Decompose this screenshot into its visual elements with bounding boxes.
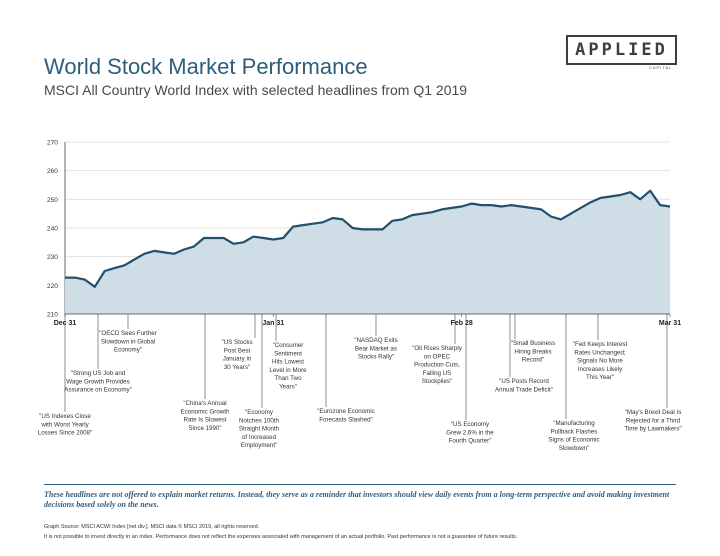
x-tick-label: Jan 31 — [262, 320, 284, 327]
annotation-text: "US Stocks Post Best January in 30 Years" — [221, 339, 252, 371]
x-tick-label: Mar 31 — [659, 320, 681, 327]
annotation-text: "Consumer Sentiment Hits Lowest Level in Mo… — [269, 342, 307, 391]
y-tick-label: 240 — [47, 226, 58, 233]
annotation-text: "Eurozone Economic Forecasts Slashed" — [317, 408, 375, 423]
source-line: Graph Source: MSCI ACWI Index [net div.]… — [44, 524, 260, 530]
annotation-text: "China's Annual Economic Growth Rate Is Sl… — [181, 400, 230, 432]
source-notes: Graph Source: MSCI ACWI Index [net div.]… — [44, 522, 684, 542]
divider — [44, 484, 676, 485]
y-tick-label: 250 — [47, 197, 58, 204]
annotation-text: "NASDAQ Exits Bear Market as Stocks Rally" — [354, 337, 397, 361]
series-area — [65, 190, 670, 314]
annotation-text: "Economy Notches 100th Straight Month of In… — [239, 409, 280, 449]
annotation-text: "Fed Keeps Interest Rates Unchanged; Signa… — [573, 341, 628, 381]
performance-disclaimer: It is not possible to invest directly in… — [44, 534, 518, 540]
annotation-text: "OECD Sees Further Slowdown in Global Econ… — [99, 330, 157, 354]
y-tick-label: 220 — [47, 283, 58, 290]
annotation-text: "US Economy Grew 2.6% in the Fourth Quarte… — [446, 421, 494, 445]
page-subtitle: MSCI All Country World Index with select… — [44, 82, 468, 98]
annotation-text: "Oil Rises Sharply on OPEC Production Cuts… — [412, 345, 463, 385]
series-line — [65, 189, 671, 288]
logo-text: APPLIED — [575, 40, 668, 60]
page-title: World Stock Market Performance — [44, 54, 368, 79]
annotation-text: "US Indexes Close with Worst Yearly Losses… — [38, 413, 92, 437]
brand-logo: APPLIED — [566, 35, 677, 65]
annotation-text: "May's Brexit Deal Is Rejected for a Thir… — [624, 409, 681, 433]
annotation-text: "Strong US Job and Wage Growth Provides As… — [64, 370, 132, 394]
annotation-text: "US Posts Record Annual Trade Deficit" — [495, 378, 553, 393]
disclaimer-text: These headlines are not offered to expla… — [44, 490, 670, 509]
annotation-text: "Small Business Hiring Breaks Record" — [511, 340, 556, 364]
x-tick-label: Feb 28 — [451, 320, 473, 327]
y-tick-label: 230 — [47, 254, 58, 261]
y-tick-label: 260 — [47, 168, 58, 175]
annotation-text: "Manufacturing Pullback Flashes Signs of E… — [548, 420, 599, 452]
logo-subtext: CAPITAL — [648, 65, 674, 70]
y-tick-label: 270 — [47, 140, 58, 147]
y-tick-label: 210 — [47, 312, 58, 319]
